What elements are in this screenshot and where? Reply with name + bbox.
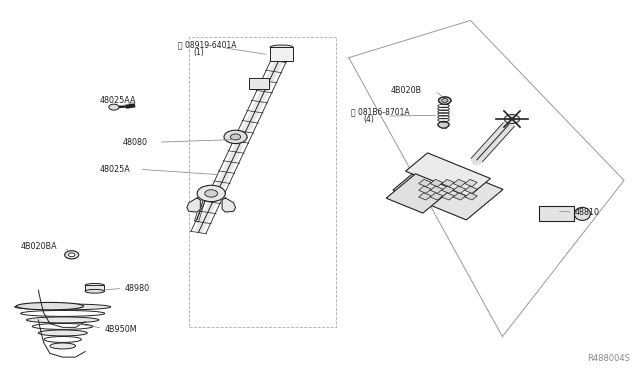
Polygon shape	[465, 193, 477, 200]
Ellipse shape	[38, 330, 87, 336]
Polygon shape	[453, 179, 466, 187]
Text: 48980: 48980	[125, 284, 150, 293]
Polygon shape	[430, 186, 443, 193]
Polygon shape	[222, 198, 236, 212]
Polygon shape	[465, 179, 477, 187]
Polygon shape	[442, 179, 454, 187]
Ellipse shape	[17, 302, 84, 310]
Ellipse shape	[44, 336, 81, 342]
FancyBboxPatch shape	[249, 78, 269, 89]
Circle shape	[109, 104, 119, 110]
Polygon shape	[419, 186, 431, 193]
Ellipse shape	[20, 310, 105, 316]
Circle shape	[275, 48, 288, 55]
Text: 48025A: 48025A	[99, 165, 130, 174]
Circle shape	[224, 130, 247, 144]
Ellipse shape	[85, 289, 104, 293]
Polygon shape	[386, 174, 452, 213]
Circle shape	[205, 190, 218, 197]
Text: 48080: 48080	[123, 138, 148, 147]
Polygon shape	[419, 179, 431, 187]
Circle shape	[442, 99, 448, 102]
Text: 48025AA: 48025AA	[99, 96, 136, 105]
Circle shape	[438, 121, 449, 128]
Circle shape	[438, 97, 451, 104]
FancyBboxPatch shape	[270, 47, 293, 61]
Polygon shape	[430, 179, 443, 187]
Text: 48810: 48810	[575, 208, 600, 217]
Ellipse shape	[575, 208, 591, 220]
Ellipse shape	[15, 304, 111, 310]
Text: 4B020BA: 4B020BA	[20, 242, 57, 251]
Polygon shape	[419, 193, 431, 200]
Circle shape	[68, 253, 75, 257]
Polygon shape	[453, 193, 466, 200]
Ellipse shape	[32, 323, 93, 330]
Text: (1): (1)	[193, 48, 204, 57]
Ellipse shape	[270, 45, 293, 49]
Polygon shape	[442, 186, 454, 193]
Polygon shape	[442, 193, 454, 200]
Polygon shape	[187, 198, 200, 212]
Polygon shape	[465, 186, 477, 193]
FancyBboxPatch shape	[85, 285, 104, 291]
Polygon shape	[406, 153, 490, 197]
Circle shape	[65, 251, 79, 259]
Circle shape	[504, 115, 520, 124]
Ellipse shape	[85, 283, 104, 287]
Text: 4B950M: 4B950M	[104, 325, 137, 334]
Text: Ⓑ 081B6-8701A: Ⓑ 081B6-8701A	[351, 108, 410, 117]
Text: R488004S: R488004S	[588, 354, 630, 363]
Circle shape	[230, 134, 241, 140]
Text: Ⓝ 08919-6401A: Ⓝ 08919-6401A	[178, 40, 236, 49]
Polygon shape	[540, 206, 575, 221]
Polygon shape	[430, 193, 443, 200]
Circle shape	[197, 185, 225, 202]
Polygon shape	[453, 186, 466, 193]
Text: 4B020B: 4B020B	[390, 86, 422, 95]
Ellipse shape	[50, 343, 76, 349]
Ellipse shape	[26, 317, 99, 323]
Text: (4): (4)	[364, 115, 374, 124]
Polygon shape	[393, 160, 503, 220]
